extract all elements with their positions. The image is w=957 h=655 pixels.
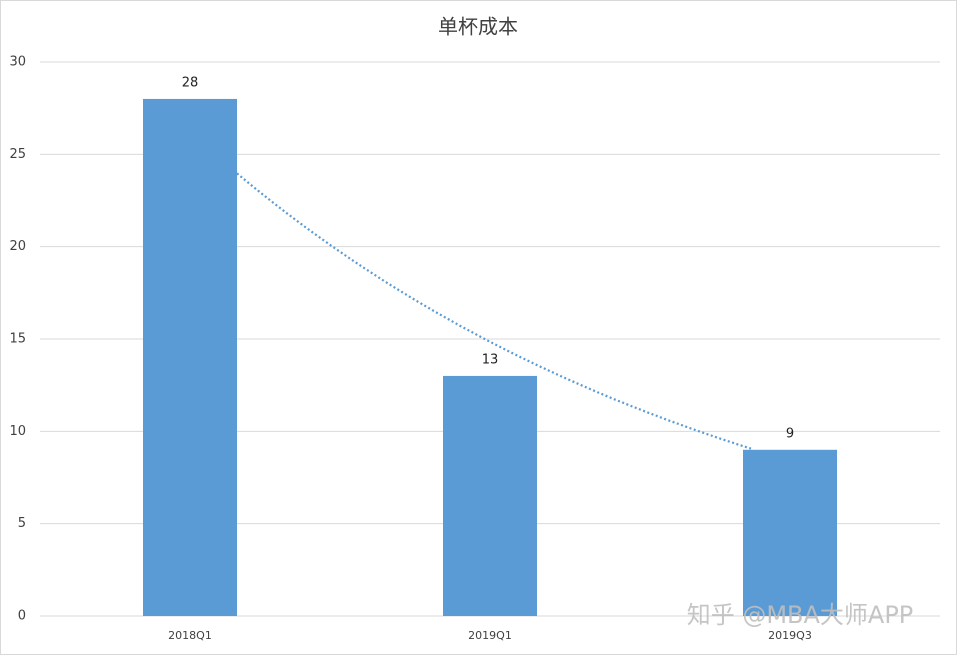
bar bbox=[443, 375, 537, 616]
bar bbox=[743, 449, 837, 616]
y-tick-label: 0 bbox=[18, 609, 26, 624]
x-tick-label: 2018Q1 bbox=[168, 629, 212, 642]
trendline bbox=[236, 172, 752, 450]
y-tick-label: 5 bbox=[18, 516, 26, 531]
x-tick-label: 2019Q3 bbox=[768, 629, 812, 642]
y-tick-label: 20 bbox=[9, 239, 26, 254]
chart-title: 单杯成本 bbox=[438, 15, 518, 39]
y-tick-label: 30 bbox=[9, 55, 26, 70]
y-tick-label: 25 bbox=[9, 147, 26, 162]
x-tick-label: 2019Q1 bbox=[468, 629, 512, 642]
data-label: 28 bbox=[182, 75, 199, 90]
bar bbox=[143, 98, 237, 616]
data-label: 9 bbox=[786, 426, 794, 441]
y-tick-label: 10 bbox=[9, 424, 26, 439]
data-label: 13 bbox=[482, 352, 499, 367]
y-tick-label: 15 bbox=[9, 332, 26, 347]
watermark: 知乎 @MBA大师APP bbox=[687, 601, 914, 629]
